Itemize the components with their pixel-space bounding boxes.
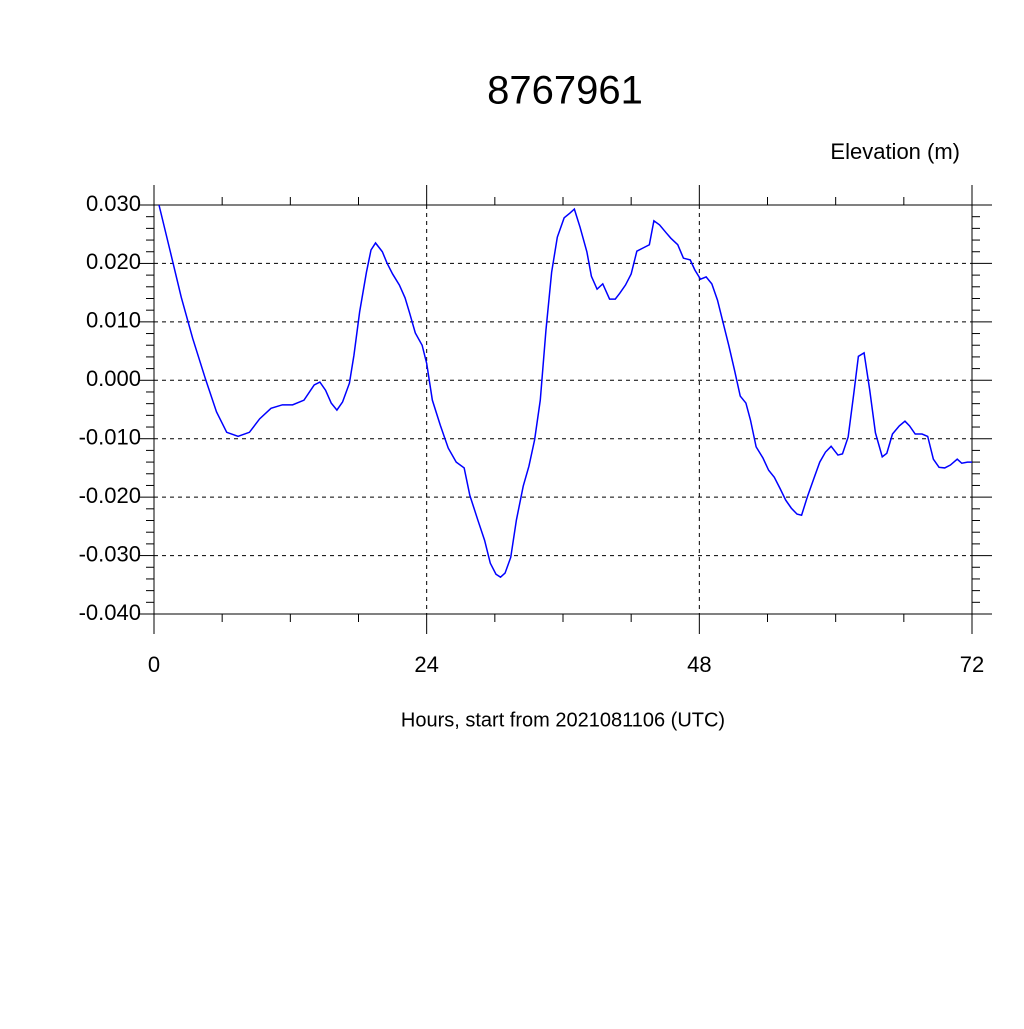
data-line xyxy=(158,204,972,579)
y-tick-label: -0.010 xyxy=(79,425,141,450)
y-tick-label: -0.030 xyxy=(79,541,141,566)
y-tick-label: 0.000 xyxy=(86,366,141,391)
y-axis-label: Elevation (m) xyxy=(830,139,960,164)
x-tick-label: 24 xyxy=(414,652,438,677)
y-tick-label: 0.030 xyxy=(86,191,141,216)
plot-frame xyxy=(153,204,973,615)
chart-title: 8767961 xyxy=(487,69,643,113)
x-tick-label: 72 xyxy=(960,652,984,677)
y-tick-label: -0.020 xyxy=(79,483,141,508)
y-tick-label: -0.040 xyxy=(79,600,141,625)
y-tick-label: 0.010 xyxy=(86,308,141,333)
x-tick-label: 0 xyxy=(148,652,160,677)
x-tick-label: 48 xyxy=(687,652,711,677)
x-axis-label: Hours, start from 2021081106 (UTC) xyxy=(401,709,725,731)
y-tick-label: 0.020 xyxy=(86,249,141,274)
